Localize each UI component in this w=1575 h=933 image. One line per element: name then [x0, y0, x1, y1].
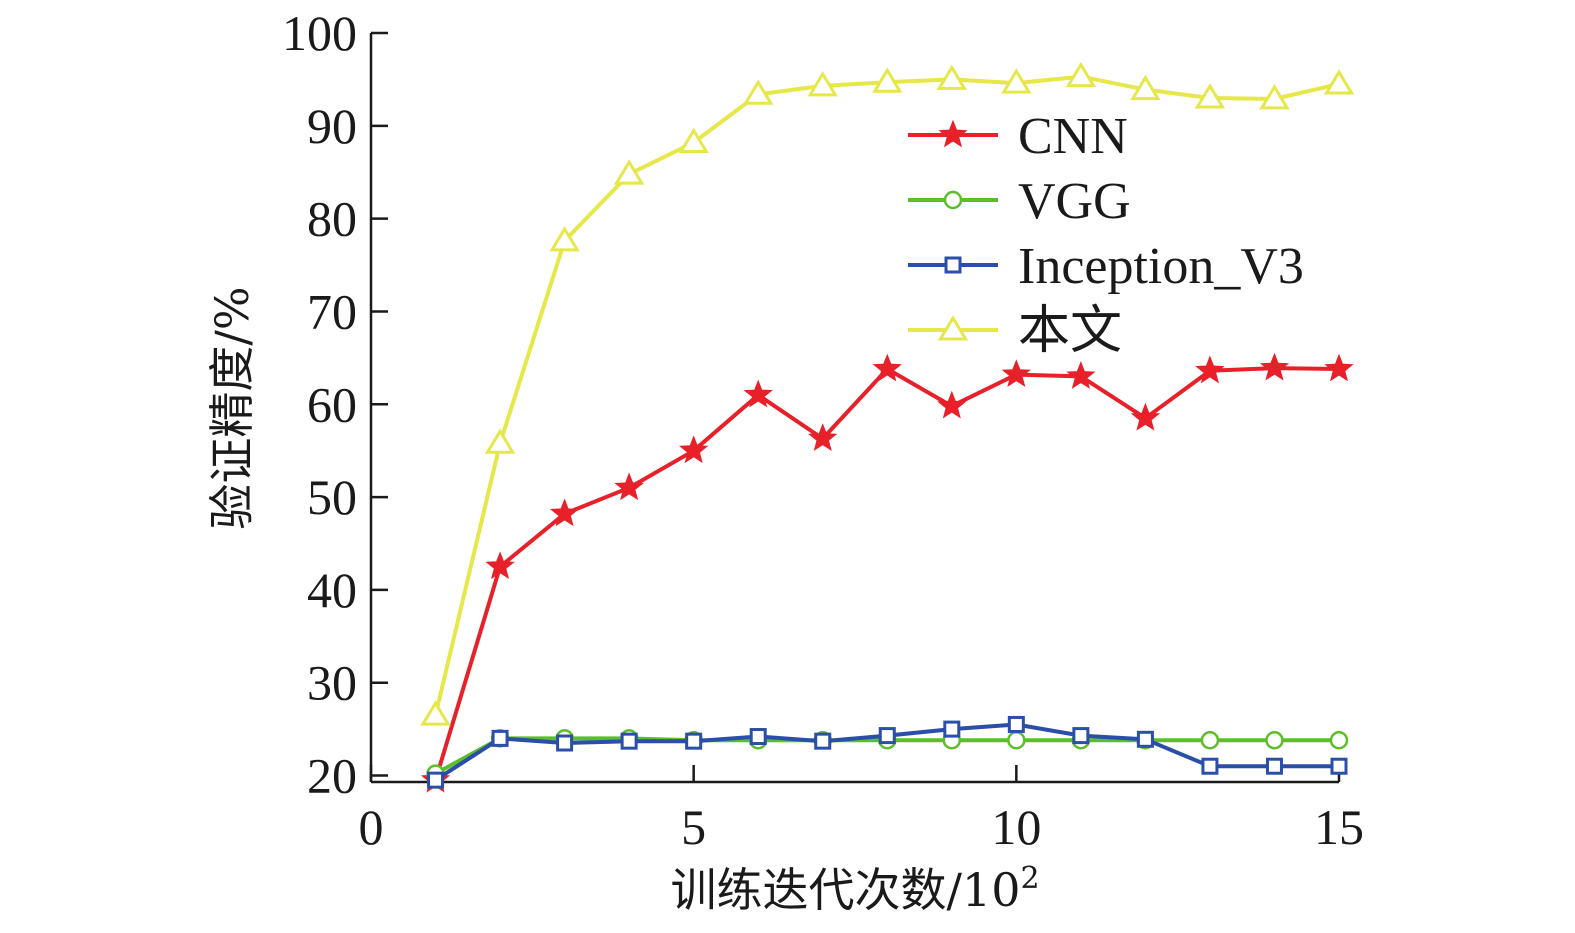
- data-point-inception-v3: [814, 732, 832, 750]
- y-tick-label: 100: [282, 5, 357, 61]
- data-point-vgg: [1007, 730, 1026, 750]
- data-point-series-3: [1130, 74, 1161, 101]
- data-point-inception-v3: [620, 732, 638, 750]
- data-point-series-3: [484, 428, 516, 454]
- series-inception-v3: [427, 715, 1348, 789]
- data-point-series-3: [549, 225, 580, 252]
- data-point-cnn: [808, 423, 838, 452]
- data-point-series-3: [936, 64, 968, 90]
- legend-marker-series-3: [937, 315, 969, 341]
- x-tick-label: 0: [359, 799, 384, 855]
- y-tick-label: 30: [307, 655, 357, 711]
- data-point-inception-v3: [1007, 715, 1025, 733]
- x-axis-title: 训练迭代次数/102: [670, 861, 1039, 917]
- series-cnn: [420, 352, 1354, 793]
- data-point-series-3: [1259, 83, 1290, 110]
- x-axis-title-main: 训练迭代次数/10: [670, 863, 1020, 917]
- data-point-series-3: [742, 79, 774, 105]
- data-point-inception-v3: [749, 728, 767, 746]
- data-point-inception-v3: [685, 732, 703, 750]
- series-line-series-3: [433, 74, 1340, 716]
- data-point-vgg: [1265, 730, 1284, 750]
- data-point-vgg: [1329, 730, 1349, 750]
- data-point-series-3: [872, 67, 903, 93]
- data-point-cnn: [549, 498, 580, 527]
- data-point-series-3: [1065, 61, 1097, 88]
- legend-marker-vgg: [943, 190, 963, 210]
- data-point-inception-v3: [878, 727, 896, 745]
- legend-item-series-3: 本文: [908, 303, 1122, 360]
- y-tick-label: 40: [307, 562, 357, 618]
- data-point-inception-v3: [1265, 757, 1283, 775]
- legend-marker-cnn: [938, 119, 968, 148]
- y-tick-label: 50: [307, 469, 357, 525]
- data-point-cnn: [485, 551, 515, 580]
- y-tick-label: 20: [307, 748, 357, 804]
- data-point-cnn: [1130, 402, 1161, 431]
- data-point-series-3: [1001, 68, 1032, 94]
- x-tick-label: 5: [681, 799, 706, 855]
- legend-label-series-3: 本文: [1018, 303, 1122, 360]
- data-point-series-3: [1323, 69, 1355, 95]
- y-tick-label: 60: [307, 376, 357, 432]
- axes: [369, 33, 1339, 784]
- x-ticks: 0 5 10 15: [359, 765, 1364, 855]
- data-point-inception-v3: [556, 734, 574, 752]
- data-point-cnn: [614, 472, 644, 501]
- legend-label-vgg: VGG: [1018, 173, 1131, 230]
- legend: CNN VGG Inception_V3 本文: [908, 108, 1304, 360]
- y-tick-label: 80: [307, 191, 357, 247]
- data-point-cnn: [743, 379, 773, 408]
- legend-label-inception-v3: Inception_V3: [1018, 238, 1304, 295]
- data-point-inception-v3: [1201, 757, 1219, 775]
- y-axis-title: 验证精度/%: [205, 286, 259, 529]
- y-ticks: 20 30 40 50 60 70 80 90 100: [282, 5, 388, 804]
- legend-item-inception-v3: Inception_V3: [908, 238, 1304, 295]
- data-point-cnn: [679, 435, 709, 464]
- data-point-cnn: [1259, 352, 1290, 381]
- data-point-cnn: [872, 353, 902, 382]
- series-series-3: [420, 61, 1355, 726]
- series-layer: [420, 61, 1355, 793]
- y-tick-label: 90: [307, 98, 357, 154]
- data-point-inception-v3: [427, 771, 445, 789]
- data-point-cnn: [1324, 353, 1354, 382]
- x-tick-label: 10: [991, 799, 1041, 855]
- data-point-inception-v3: [1330, 757, 1348, 775]
- data-point-series-3: [678, 127, 709, 154]
- x-tick-label: 15: [1314, 799, 1364, 855]
- data-point-series-3: [807, 70, 838, 97]
- legend-label-cnn: CNN: [1018, 108, 1128, 165]
- data-point-cnn: [1195, 355, 1225, 384]
- series-line-cnn: [433, 366, 1340, 781]
- y-tick-label: 70: [307, 283, 357, 339]
- data-point-cnn: [1066, 361, 1096, 389]
- data-point-series-3: [420, 700, 451, 726]
- x-axis-title-superscript: 2: [1020, 861, 1039, 896]
- data-point-inception-v3: [943, 720, 961, 738]
- legend-marker-inception-v3: [944, 256, 962, 274]
- data-point-inception-v3: [1136, 730, 1154, 748]
- data-point-series-3: [613, 159, 645, 185]
- data-point-vgg: [1200, 730, 1220, 750]
- legend-item-vgg: VGG: [908, 173, 1131, 230]
- data-point-cnn: [1001, 359, 1031, 388]
- legend-item-cnn: CNN: [908, 108, 1128, 165]
- data-point-series-3: [1194, 83, 1226, 109]
- data-point-inception-v3: [1072, 727, 1090, 745]
- data-point-cnn: [937, 390, 967, 419]
- data-point-inception-v3: [491, 729, 509, 747]
